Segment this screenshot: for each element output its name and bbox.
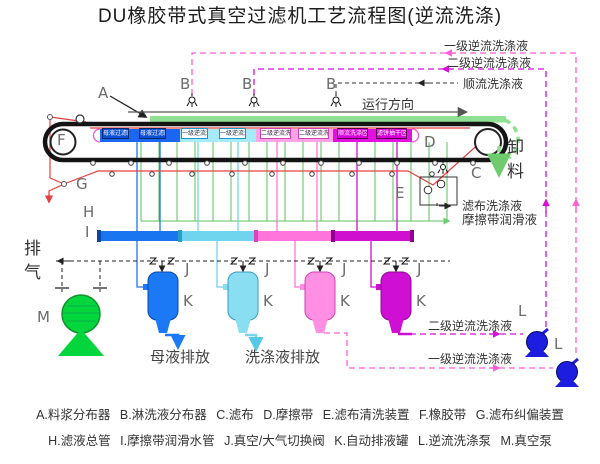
belt-zone-box: 母液过滤区 [139,128,166,139]
cloth-wash-device [419,161,458,210]
label-belt-lube-liquid: 摩擦带润滑液 [462,213,538,227]
part-label-e: E [395,184,405,202]
drive-drum-right [474,128,502,156]
legend-item: C.滤布 [216,408,254,422]
vacuum-pump [58,294,104,356]
legend-item: A.料浆分布器 [36,408,111,422]
lube-water-pipes [140,142,451,225]
support-rollers [90,160,476,177]
tank-k2 [223,271,264,352]
part-label-d: D [424,133,436,151]
label-top-first-stage-wash: 一级逆流洗涤液 [444,39,529,53]
part-label-a: A [98,84,109,102]
part-label-m: M [37,308,50,326]
label-cocurrent-wash: 顺流洗涤液 [463,77,524,91]
sprinkler-icon [186,93,198,107]
part-label-j1: J [185,260,190,278]
label-bottom-second-stage-wash: 二级逆流洗涤液 [428,319,513,333]
drive-drum-left [49,128,77,156]
part-label-b3: B [326,75,337,93]
rubber-belt [42,114,509,177]
belt-zone-box: 顺流洗涤区 [337,128,368,139]
label-bottom-first-stage-wash: 一级逆流洗涤液 [428,352,513,366]
legend-item: E.滤布清洗装置 [322,408,410,422]
belt-zone-box: 二级逆流洗涤区 [298,128,329,139]
cocurrent-wash-line [335,79,458,95]
page-title: DU橡胶带式真空过滤机工艺流程图(逆流洗涤) [97,6,503,27]
label-run-direction: 运行方向 [362,97,415,112]
pump-l1 [525,327,549,357]
sprinkler-icon [330,93,342,107]
pump-l2 [555,357,579,387]
slurry-layer [150,116,506,123]
part-label-f: F [57,131,66,149]
part-label-j2: J [265,260,270,278]
label-exhaust: 排气 [21,239,40,287]
tank-to-pump-lines [324,330,553,372]
label-top-second-stage-wash: 二级逆流洗涤液 [447,56,532,70]
tank-k3 [300,271,336,333]
part-label-h: H [83,203,95,221]
cloth-spray-nozzle [437,161,449,174]
tank-k1 [143,271,186,350]
legend-item: L.逆流洗涤泵 [418,434,491,448]
label-wash-liquor-drain: 洗涤液排放 [245,349,321,366]
drain-tanks [143,271,412,352]
part-label-l2: L [554,335,563,353]
belt-zone-box: 一级逆流洗涤区 [181,128,208,139]
part-label-i: I [85,223,90,241]
part-label-k2: K [263,292,273,310]
part-label-j3: J [342,260,347,278]
switch-valves [148,257,410,273]
legend-item: F.橡胶带 [418,408,467,422]
label-discharge: 卸料 [504,138,523,186]
tank-k4 [376,271,412,336]
legend-item: B.淋洗液分布器 [119,408,207,422]
belt-zone-box: 母液过滤区 [102,128,129,139]
wash-pumps [525,327,579,387]
belt-zone-box: 滤饼抽干区 [376,128,407,139]
vacuum-line [55,257,450,292]
legend-row-2: H.滤液总管 I.摩擦带润滑水管 J.真空/大气切换阀 K.自动排液罐 L.逆流… [0,430,600,449]
part-label-l1: L [518,302,527,320]
sprinkler-icon [248,93,260,107]
tension-roller [75,114,85,124]
legend-item: K.自动排液罐 [334,434,409,448]
belt-zone-box: 二级逆流洗涤区 [260,128,291,139]
part-label-c: C [471,164,482,182]
legend-item: D.摩擦带 [263,408,314,422]
stage2-wash-line [253,65,550,330]
part-label-k4: K [416,292,426,310]
legend-item: M.真空泵 [500,434,552,448]
filtrate-manifold [97,230,414,242]
legend-item: G.滤布纠偏装置 [475,408,564,422]
legend-item: I.摩擦带润滑水管 [120,434,215,448]
label-mother-liquor-drain: 母液排放 [150,349,211,366]
legend-item: J.真空/大气切换阀 [224,434,325,448]
legend-item: H.滤液总管 [48,434,111,448]
spray-distributors [186,93,342,107]
label-cloth-wash-liquid: 滤布洗涤液 [462,199,523,213]
stage1-wash-line [191,49,580,357]
part-label-k3: K [340,292,350,310]
part-label-j4: J [417,260,422,278]
feed-arrow [109,95,148,118]
belt-zone-box: 一级逆流洗涤区 [219,128,246,139]
part-label-k1: K [183,292,193,310]
part-label-b2: B [242,75,253,93]
part-label-g: G [76,175,88,193]
discharge-stream [486,118,520,178]
legend-row-1: A.料浆分布器 B.淋洗液分布器 C.滤布 D.摩擦带 E.滤布清洗装置 F.橡… [0,404,600,423]
part-label-b1: B [180,75,191,93]
